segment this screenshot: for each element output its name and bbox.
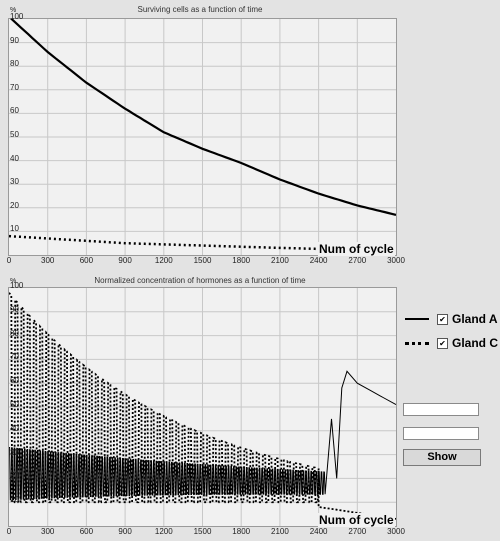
chart1-plot-area [8, 15, 397, 256]
chart1-x-tick-label: 600 [79, 256, 94, 265]
chart2-y-tick-label: 100 [10, 281, 24, 290]
chart1-y-tick-label: 40 [10, 153, 19, 163]
chart2-x-tick-label: 300 [41, 527, 55, 536]
chart1-y-tick-label: 30 [10, 177, 19, 187]
gland-c-checkbox[interactable]: ✔ [437, 337, 448, 349]
chart1-svg [8, 15, 397, 255]
gland-c-dotted-line [8, 292, 397, 520]
chart2-y-unit: % [10, 278, 17, 285]
gland-a-checkbox[interactable]: ✔ [437, 313, 448, 325]
chart2-plot-area [8, 287, 397, 527]
chart1-x-tick-label: 2400 [309, 256, 328, 265]
chart2-x-tick-label: 0 [6, 527, 12, 536]
chart1-x-tick-label: 0 [6, 256, 12, 265]
chart1-y-tick-label: 20 [10, 200, 19, 210]
chart2-y-tick-label: 80 [10, 328, 19, 338]
chart2-x-tick-label: 2700 [348, 527, 367, 536]
chart2-y-tick-label: 40 [10, 423, 19, 433]
chart2-y-tick-label: 20 [10, 471, 19, 481]
chart2-x-tick-label: 1800 [232, 527, 251, 536]
chart1-x-tick-label: 2100 [270, 256, 289, 265]
chart2-y-tick-label: 60 [10, 376, 19, 386]
legend-gland-a: ✔ Gland A [405, 312, 498, 326]
chart1-x-label: Num of cycle [318, 242, 395, 256]
chart2-x-tick-label: 3000 [387, 527, 405, 536]
chart1-x-tick-label: 900 [118, 256, 132, 265]
chart1-y-unit: % [10, 7, 17, 14]
chart2-y-tick-label: 10 [10, 495, 19, 505]
chart2-x-tick-label: 1200 [154, 527, 173, 536]
chart2-y-tick-label: 50 [10, 400, 19, 409]
chart1-y-tick-label: 80 [10, 59, 19, 69]
chart2-x-tick-label: 2400 [309, 527, 328, 536]
chart2-y-tick-label: 90 [10, 304, 19, 314]
chart1-x-tick-label: 1200 [154, 256, 173, 265]
input-field-1[interactable] [403, 403, 479, 416]
chart2-title: Normalized concentration of hormones as … [94, 276, 306, 285]
chart2-y-tick-label: 70 [10, 352, 19, 362]
gland-a-solid-line [9, 370, 397, 501]
surviving-cells-solid-line [8, 15, 397, 216]
chart1-y-tick-label: 60 [10, 106, 19, 116]
surviving-cells-dotted-line [8, 234, 393, 252]
chart1-y-tick-label: 70 [10, 82, 19, 92]
chart1-x-tick-label: 1500 [193, 256, 212, 265]
dotted-line-swatch [405, 341, 429, 345]
chart1-title: Surviving cells as a function of time [137, 5, 263, 14]
chart1-y-tick-label: 50 [10, 130, 19, 139]
chart1-y-tick-label: 10 [10, 224, 19, 234]
input-field-2[interactable] [403, 427, 479, 440]
chart1-x-tick-label: 2700 [348, 256, 367, 265]
chart1-x-tick-label: 3000 [387, 256, 405, 265]
chart1-y-tick-label: 90 [10, 35, 19, 45]
chart2-x-tick-label: 600 [79, 527, 94, 536]
chart2-y-tick-label: 30 [10, 447, 19, 457]
solid-line-swatch [405, 318, 429, 320]
gland-c-label: Gland C [452, 336, 499, 350]
chart1-x-tick-label: 1800 [232, 256, 251, 265]
gland-a-label: Gland A [452, 312, 498, 326]
chart2-x-tick-label: 1500 [193, 527, 212, 536]
chart2-svg [8, 288, 397, 526]
show-button[interactable]: Show [403, 449, 481, 466]
chart2-x-tick-label: 900 [118, 527, 132, 536]
legend-gland-c: ✔ Gland C [405, 336, 498, 350]
chart1-x-tick-label: 300 [41, 256, 55, 265]
chart1-y-tick-label: 100 [10, 12, 24, 21]
chart2-x-tick-label: 2100 [270, 527, 289, 536]
chart2-x-label: Num of cycle [318, 513, 395, 527]
